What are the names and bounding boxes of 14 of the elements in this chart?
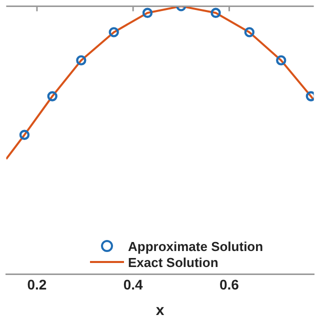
point bbox=[276, 55, 286, 66]
point bbox=[142, 8, 153, 18]
legend-label: Exact Solution bbox=[128, 254, 218, 270]
point bbox=[210, 8, 221, 18]
x-tick-label: 0.4 bbox=[123, 276, 144, 292]
x-tick-label: 0.2 bbox=[27, 276, 47, 292]
x-axis-title: x bbox=[156, 302, 165, 320]
point bbox=[47, 91, 58, 102]
x-tick-label: 0.6 bbox=[219, 276, 240, 292]
point bbox=[108, 27, 119, 38]
point bbox=[19, 130, 30, 140]
point bbox=[244, 27, 254, 38]
legend-label: Approximate Solution bbox=[128, 238, 264, 254]
point bbox=[76, 55, 86, 66]
